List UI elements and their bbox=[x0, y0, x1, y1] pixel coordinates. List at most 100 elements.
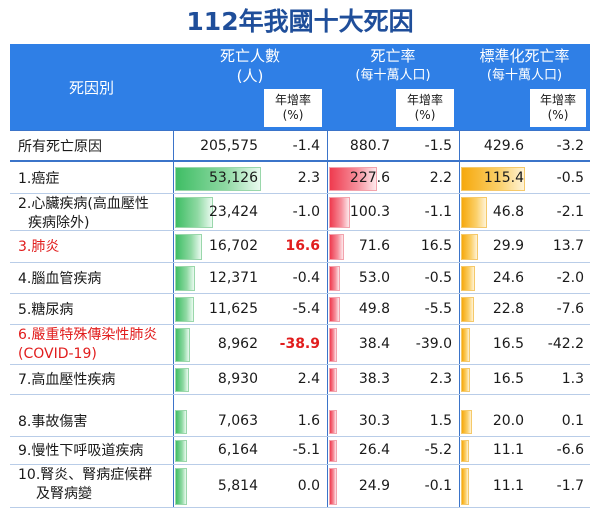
rate-growth: 2.3 bbox=[429, 371, 452, 387]
std-value: 46.8 bbox=[492, 204, 524, 220]
std-growth: -7.6 bbox=[556, 301, 584, 317]
cause-name: 5.糖尿病 bbox=[18, 301, 73, 320]
deaths-bar bbox=[175, 368, 189, 392]
std-bar bbox=[461, 410, 472, 434]
deaths-value: 7,063 bbox=[217, 413, 258, 429]
rate-value: 100.3 bbox=[349, 204, 390, 220]
rate-value: 227.6 bbox=[349, 170, 390, 186]
std-growth: -1.7 bbox=[556, 478, 584, 494]
header-rate-growth-title: 年增率 bbox=[406, 93, 443, 107]
std-growth: -6.6 bbox=[556, 442, 584, 458]
deaths-bar bbox=[175, 297, 194, 322]
page-title: 112年我國十大死因 bbox=[186, 7, 414, 36]
cause-name: 9.慢性下呼吸道疾病 bbox=[18, 442, 143, 461]
deaths-growth: 1.6 bbox=[297, 413, 320, 429]
header-rate-growth: 年增率 (%) bbox=[396, 89, 454, 127]
rate-value: 26.4 bbox=[358, 442, 390, 458]
rate-growth: -5.5 bbox=[424, 301, 452, 317]
cause-name-line: 6.嚴重特殊傳染性肺炎 bbox=[18, 327, 158, 343]
deaths-growth: -1.0 bbox=[292, 204, 320, 220]
cause-name: 8.事故傷害 bbox=[18, 413, 87, 432]
header-std-title: 標準化死亡率 bbox=[479, 47, 570, 65]
header-rate-unit: (每十萬人口) bbox=[355, 68, 431, 83]
rate-bar bbox=[329, 410, 337, 434]
std-bar bbox=[461, 297, 474, 322]
std-bar bbox=[461, 468, 469, 505]
header-deaths: 死亡人數 (人) bbox=[173, 44, 327, 130]
row-divider bbox=[10, 436, 590, 437]
std-growth: -2.0 bbox=[556, 270, 584, 286]
deaths-growth: -5.1 bbox=[292, 442, 320, 458]
divider-deaths bbox=[327, 130, 328, 508]
deaths-bar bbox=[175, 266, 195, 291]
deaths-growth: -38.9 bbox=[279, 336, 320, 352]
cause-name-line: 疾病除外) bbox=[28, 215, 90, 231]
std-bar bbox=[461, 440, 469, 462]
std-bar bbox=[461, 368, 470, 392]
header-deaths-unit: (人) bbox=[236, 67, 264, 85]
cause-name-line: (COVID-19) bbox=[18, 346, 97, 362]
deaths-value: 11,625 bbox=[209, 301, 258, 317]
cause-name-line: 1.癌症 bbox=[18, 171, 60, 187]
deaths-value: 23,424 bbox=[209, 204, 258, 220]
divider-total-top bbox=[10, 130, 590, 131]
rate-bar bbox=[329, 266, 340, 291]
rate-value: 71.6 bbox=[358, 238, 390, 254]
cause-name: 6.嚴重特殊傳染性肺炎 (COVID-19) bbox=[18, 326, 157, 364]
rate-value: 53.0 bbox=[358, 270, 390, 286]
header-deaths-growth: 年增率 (%) bbox=[264, 89, 322, 127]
std-bar bbox=[461, 197, 487, 228]
deaths-bar bbox=[175, 197, 213, 228]
cause-name-line: 5.糖尿病 bbox=[18, 302, 74, 318]
total-rate-growth: -1.5 bbox=[424, 138, 452, 154]
std-bar bbox=[461, 234, 478, 260]
total-deaths: 205,575 bbox=[200, 138, 258, 154]
deaths-value: 8,930 bbox=[217, 371, 258, 387]
std-growth: 0.1 bbox=[561, 413, 584, 429]
deaths-bar bbox=[175, 167, 261, 191]
rate-value: 38.3 bbox=[358, 371, 390, 387]
std-growth: -2.1 bbox=[556, 204, 584, 220]
rate-growth: -0.5 bbox=[424, 270, 452, 286]
deaths-growth: -5.4 bbox=[292, 301, 320, 317]
rate-growth: -1.1 bbox=[424, 204, 452, 220]
total-label: 所有死亡原因 bbox=[18, 139, 102, 155]
rate-growth: 2.2 bbox=[429, 170, 452, 186]
std-value: 20.0 bbox=[492, 413, 524, 429]
cause-name-line: 及腎病變 bbox=[36, 486, 92, 502]
rate-growth: 1.5 bbox=[429, 413, 452, 429]
cause-name-line: 8.事故傷害 bbox=[18, 414, 88, 430]
header-std-growth: 年增率 (%) bbox=[530, 89, 586, 127]
causes-of-death-table: 死因別 死亡人數 (人) 年增率 (%) 死亡率 (每十萬人口) 年增率 (%)… bbox=[10, 44, 590, 508]
header-std-growth-title: 年增率 bbox=[539, 93, 576, 107]
rate-bar bbox=[329, 297, 340, 322]
header-std-unit: (每十萬人口) bbox=[486, 68, 563, 83]
total-rate: 880.7 bbox=[349, 138, 390, 154]
row-divider bbox=[10, 464, 590, 465]
rate-value: 24.9 bbox=[358, 478, 390, 494]
std-growth: 1.3 bbox=[561, 371, 584, 387]
rate-growth: -5.2 bbox=[424, 442, 452, 458]
rate-bar bbox=[329, 197, 350, 228]
std-value: 115.4 bbox=[483, 170, 524, 186]
row-divider bbox=[10, 193, 590, 194]
cause-name-line: 10.腎炎、腎病症候群 bbox=[18, 467, 153, 483]
cause-name-line: 3.肺炎 bbox=[18, 239, 60, 255]
rate-bar bbox=[329, 468, 337, 505]
deaths-value: 16,702 bbox=[209, 238, 258, 254]
cause-name: 1.癌症 bbox=[18, 170, 59, 189]
rate-bar bbox=[329, 368, 337, 392]
row-divider bbox=[10, 324, 590, 325]
std-growth: -42.2 bbox=[547, 336, 584, 352]
std-value: 16.5 bbox=[492, 336, 524, 352]
cause-name: 7.高血壓性疾病 bbox=[18, 371, 115, 390]
header-cause-label: 死因別 bbox=[68, 78, 114, 97]
total-std: 429.6 bbox=[483, 138, 524, 154]
divider-rate bbox=[459, 130, 460, 508]
std-value: 11.1 bbox=[492, 478, 524, 494]
deaths-bar bbox=[175, 328, 190, 362]
deaths-bar bbox=[175, 234, 202, 260]
std-growth: -0.5 bbox=[556, 170, 584, 186]
std-value: 11.1 bbox=[492, 442, 524, 458]
cause-name-line: 7.高血壓性疾病 bbox=[18, 372, 116, 388]
